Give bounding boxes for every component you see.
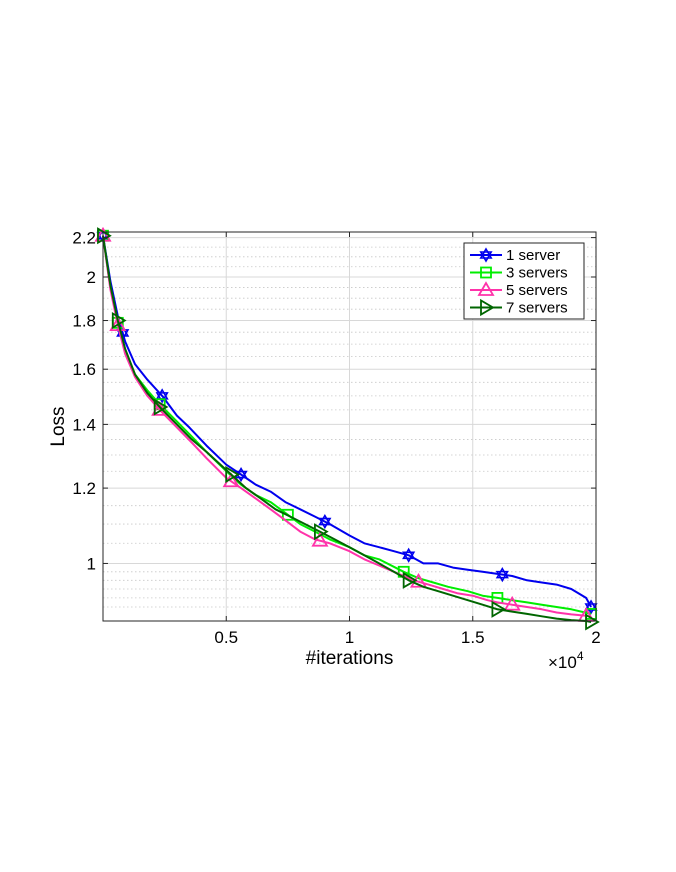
x-tick-label: 0.5 — [214, 628, 238, 647]
x-tick-label: 1 — [345, 628, 354, 647]
x-axis-label: #iterations — [306, 648, 394, 669]
marker-hexagram — [479, 247, 493, 259]
legend-label: 1 server — [506, 247, 560, 264]
marker-triangle-right — [314, 523, 329, 541]
x-multiplier-base: ×10 — [548, 653, 577, 672]
marker-hexagram — [318, 517, 332, 530]
marker-hexagram — [479, 251, 493, 263]
legend-item: 1 server — [470, 247, 560, 264]
series-line — [102, 235, 592, 615]
y-tick-label: 2 — [87, 268, 96, 287]
marker-triangle-right — [491, 600, 507, 618]
marker-hexagram — [495, 567, 509, 579]
marker-hexagram — [318, 513, 332, 526]
marker-hexagram — [584, 599, 598, 611]
marker-triangle-right — [111, 311, 127, 330]
marker-hexagram — [495, 570, 509, 583]
x-tick-label: 2 — [591, 628, 600, 647]
marker-triangle-right — [225, 465, 240, 484]
legend-item: 7 servers — [470, 298, 568, 317]
marker-triangle — [311, 531, 329, 547]
marker-triangle — [109, 316, 127, 332]
y-tick-label: 1.6 — [72, 360, 96, 379]
marker-triangle — [503, 595, 521, 611]
series-layer — [94, 226, 600, 631]
legend-item: 3 servers — [470, 265, 568, 282]
y-tick-label: 1 — [87, 554, 96, 573]
marker-triangle-right — [585, 613, 600, 631]
legend-label: 3 servers — [506, 265, 568, 282]
y-tick-label: 1.8 — [72, 312, 96, 331]
x-axis-multiplier: ×104 — [548, 649, 584, 672]
legend-label: 7 servers — [506, 300, 568, 317]
legend-item: 5 servers — [470, 281, 568, 299]
marker-square — [480, 266, 492, 279]
y-axis-label: Loss — [48, 406, 69, 446]
y-tick-label: 1.2 — [72, 479, 96, 498]
marker-triangle — [477, 281, 495, 296]
marker-hexagram — [234, 466, 248, 479]
y-tick-label: 1.4 — [72, 415, 96, 434]
marker-hexagram — [155, 392, 169, 404]
legend-label: 5 servers — [506, 282, 568, 299]
marker-square — [281, 508, 294, 521]
series-line — [102, 235, 592, 623]
y-tick-label: 2.2 — [72, 229, 96, 248]
marker-hexagram — [402, 551, 416, 563]
marker-triangle-right — [480, 298, 495, 317]
marker-hexagram — [402, 547, 416, 560]
marker-hexagram — [234, 470, 248, 483]
x-multiplier-exponent: 4 — [577, 649, 584, 663]
marker-triangle-right — [402, 571, 418, 589]
axes: 0.5 1 1.5 2 1 1.2 1.4 1.6 1.8 2 2.2 — [72, 229, 600, 647]
marker-triangle-right — [153, 398, 169, 416]
x-tick-label: 1.5 — [461, 628, 485, 647]
